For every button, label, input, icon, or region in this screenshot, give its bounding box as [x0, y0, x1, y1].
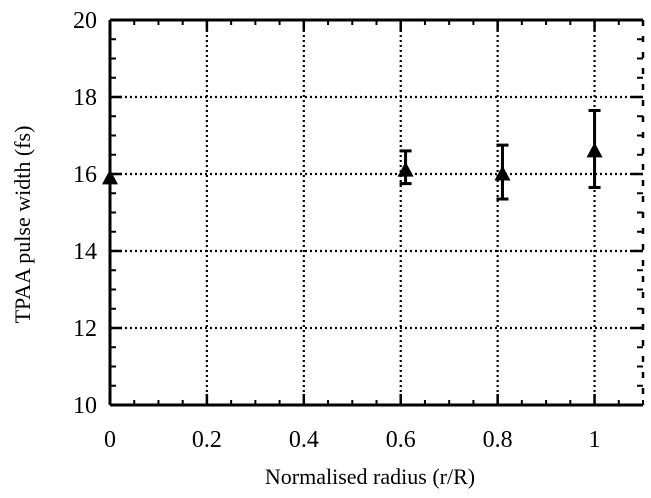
x-tick-label-4: 0.8: [483, 427, 513, 453]
y-tick-label-4: 18: [73, 85, 97, 111]
data-point-0-1: [397, 161, 414, 177]
data-point-0-0: [102, 169, 118, 185]
y-tick-label-0: 10: [73, 393, 97, 419]
y-tick-label-5: 20: [73, 8, 97, 34]
data-point-0-2: [494, 165, 511, 181]
data-points: [102, 108, 603, 201]
x-axis-label: Normalised radius (r/R): [265, 464, 475, 489]
tick-labels: 0 0.2 0.4 0.6 0.8 1 10 12 14 16 18 20: [73, 8, 601, 453]
y-axis-label: TPAA pulse width (fs): [10, 126, 35, 324]
x-tick-label-0: 0: [104, 427, 116, 453]
x-tick-label-2: 0.4: [289, 427, 319, 453]
y-tick-label-1: 12: [73, 316, 97, 342]
plot-frame: [108, 18, 645, 407]
grid: [110, 20, 643, 405]
y-tick-label-2: 14: [73, 239, 97, 265]
y-tick-label-3: 16: [73, 162, 97, 188]
x-tick-label-3: 0.6: [386, 427, 416, 453]
axis-ticks: [108, 18, 644, 407]
data-point-0-3: [586, 142, 603, 158]
x-tick-label-5: 1: [589, 427, 601, 453]
x-tick-label-1: 0.2: [192, 427, 222, 453]
